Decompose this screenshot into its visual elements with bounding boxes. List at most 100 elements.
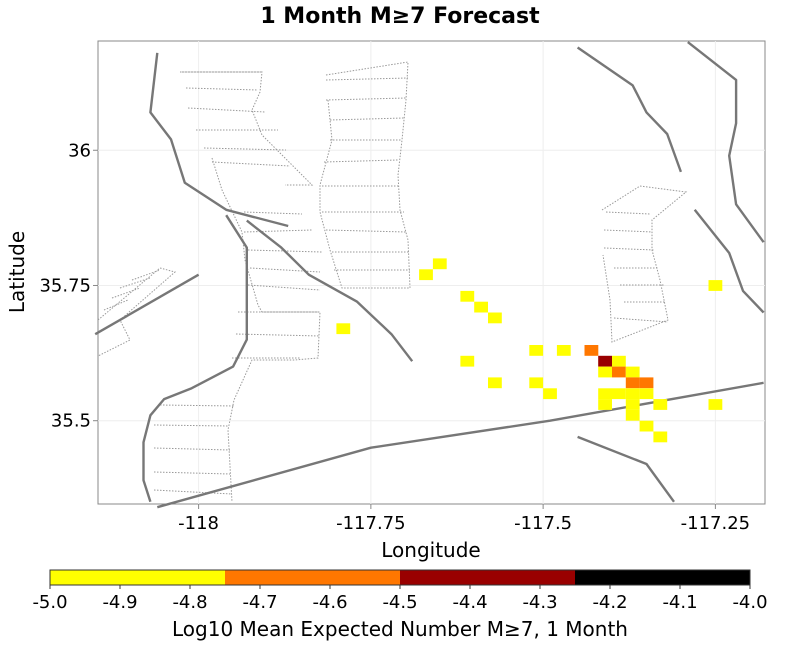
- fault-zone-rung: [103, 299, 129, 311]
- forecast-cell: [612, 388, 626, 400]
- fault-zone-outlines: [97, 61, 688, 503]
- fault-zone-rung: [249, 267, 321, 273]
- fault-zone-rung: [603, 247, 655, 251]
- x-axis-ticks: -118 -117.75 -117.5 -117.25: [178, 504, 750, 534]
- fault-trace: [577, 435, 675, 503]
- colorbar: -5.0 -4.9 -4.8 -4.7 -4.6 -4.5 -4.4 -4.3 -4.2 -4.1…: [32, 569, 768, 613]
- forecast-cell: [653, 399, 668, 410]
- colorbar-tick-label: -4.8: [172, 592, 207, 613]
- x-tick-label: -117.75: [336, 513, 405, 534]
- forecast-cell: [612, 355, 626, 367]
- fault-zone-rung: [605, 211, 651, 215]
- colorbar-band: [400, 570, 575, 585]
- colorbar-tick-label: -5.0: [32, 592, 67, 613]
- forecast-cell: [488, 377, 502, 389]
- fault-trace: [142, 214, 249, 503]
- fault-zone-rung: [603, 229, 653, 233]
- forecast-cell: [488, 312, 502, 324]
- fault-zone-rung: [211, 161, 291, 167]
- colorbar-tick-label: -4.2: [592, 592, 627, 613]
- fault-zone-rung: [185, 87, 259, 91]
- fault-zone-rung: [613, 317, 669, 323]
- y-tick-label: 36: [68, 140, 91, 161]
- fault-zone-rung: [153, 489, 233, 495]
- colorbar-tick-label: -4.4: [452, 592, 487, 613]
- fault-trace: [687, 41, 765, 243]
- fault-zone-rung: [153, 471, 231, 475]
- chart-title: 1 Month M≥7 Forecast: [260, 4, 540, 29]
- x-tick-label: -118: [178, 513, 219, 534]
- fault-trace: [149, 52, 289, 228]
- y-axis-label: Latitude: [5, 231, 29, 313]
- x-tick-label: -117.25: [681, 513, 750, 534]
- fault-zone-rung: [119, 277, 151, 289]
- x-axis-label: Longitude: [381, 538, 480, 562]
- fault-zone-rung: [323, 159, 399, 163]
- fault-trace: [94, 273, 200, 336]
- forecast-cell: [543, 388, 557, 400]
- forecast-cell: [639, 377, 654, 389]
- forecast-cell: [625, 366, 640, 378]
- forecast-cells: [336, 258, 723, 443]
- colorbar-tick-label: -4.0: [732, 592, 767, 613]
- colorbar-tick-label: -4.7: [242, 592, 277, 613]
- forecast-cell: [529, 345, 544, 356]
- fault-zone-rung: [153, 424, 229, 427]
- forecast-cell: [625, 388, 640, 400]
- fault-zone-rung: [329, 117, 405, 121]
- fault-zone-outline: [601, 185, 688, 343]
- forecast-cell: [584, 345, 599, 356]
- fault-zone-outline: [97, 267, 177, 357]
- forecast-cell: [598, 355, 612, 367]
- colorbar-label: Log10 Mean Expected Number M≥7, 1 Month: [172, 617, 628, 641]
- x-tick-label: -117.5: [514, 513, 572, 534]
- fault-zone-rung: [153, 447, 231, 451]
- fault-zone-rung: [111, 287, 141, 299]
- forecast-cell: [708, 399, 723, 410]
- forecast-cell: [419, 269, 433, 281]
- forecast-cell: [598, 399, 612, 410]
- forecast-cell: [625, 409, 640, 421]
- forecast-cell: [625, 377, 640, 389]
- y-axis-ticks: 35.5 35.75 36: [39, 140, 98, 432]
- fault-zone-rung: [131, 269, 161, 281]
- colorbar-tick-label: -4.1: [662, 592, 697, 613]
- fault-zone-rung: [235, 333, 321, 337]
- forecast-cell: [556, 345, 571, 356]
- fault-zone-rung: [187, 107, 266, 113]
- fault-zone-rung: [247, 284, 321, 291]
- forecast-cell: [460, 355, 475, 367]
- forecast-cell: [598, 366, 612, 378]
- fault-zone-rung: [325, 229, 407, 233]
- fault-trace: [576, 46, 683, 173]
- forecast-cell: [598, 388, 612, 400]
- forecast-cell: [432, 258, 447, 270]
- fault-zone-rung: [325, 97, 407, 101]
- forecast-cell: [336, 323, 351, 335]
- colorbar-band: [225, 570, 400, 585]
- forecast-cell: [708, 280, 723, 291]
- fault-zone-outline: [180, 71, 314, 186]
- fault-zone-rung: [243, 211, 303, 215]
- forecast-cell: [653, 431, 668, 443]
- y-tick-label: 35.75: [39, 275, 91, 296]
- forecast-cell: [625, 399, 640, 410]
- y-tick-label: 35.5: [51, 411, 91, 432]
- colorbar-tick-label: -4.9: [102, 592, 137, 613]
- forecast-cell: [612, 366, 626, 378]
- fault-trace: [246, 219, 414, 362]
- fault-zone-outline: [319, 61, 411, 289]
- colorbar-band: [575, 570, 750, 585]
- colorbar-tick-label: -4.3: [522, 592, 557, 613]
- colorbar-tick-label: -4.5: [382, 592, 417, 613]
- fault-zone-rung: [243, 229, 313, 233]
- forecast-cell: [639, 388, 654, 400]
- forecast-cell: [639, 420, 654, 432]
- fault-trace: [693, 209, 765, 314]
- colorbar-band: [50, 570, 225, 585]
- colorbar-tick-label: -4.6: [312, 592, 347, 613]
- forecast-cell: [460, 290, 475, 302]
- forecast-cell: [529, 377, 544, 389]
- fault-zone-rung: [159, 404, 235, 407]
